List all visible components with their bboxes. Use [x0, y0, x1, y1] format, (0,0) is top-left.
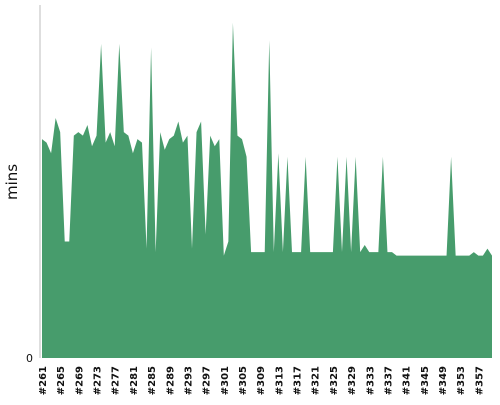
x-tick-label: #277	[111, 366, 122, 395]
x-tick-label: #261	[38, 366, 49, 395]
x-tick-label: #269	[74, 366, 85, 395]
x-tick-label: #285	[147, 366, 158, 395]
x-axis-ticks: #261 #265 #269 #273 #277 #281 #285 #289 #293 #297…	[38, 366, 485, 395]
x-tick-label: #329	[347, 366, 358, 395]
x-tick-label: #265	[56, 366, 67, 395]
x-tick-label: #353	[456, 366, 467, 395]
x-tick-label: #305	[238, 366, 249, 395]
x-tick-label: #281	[129, 366, 140, 395]
x-tick-label: #301	[220, 366, 231, 395]
x-tick-label: #293	[183, 366, 194, 395]
x-tick-label: #337	[383, 366, 394, 395]
x-tick-label: #297	[202, 366, 213, 395]
x-tick-label: #317	[293, 366, 304, 395]
y-axis-label: mins	[3, 164, 21, 200]
x-tick-label: #345	[420, 366, 431, 395]
x-tick-label: #341	[402, 366, 413, 395]
x-tick-label: #273	[93, 366, 104, 395]
y-tick-label-0: 0	[26, 352, 33, 365]
area-series	[42, 22, 492, 359]
x-tick-label: #289	[165, 366, 176, 395]
x-tick-label: #321	[311, 366, 322, 395]
x-tick-label: #349	[438, 366, 449, 395]
x-tick-label: #313	[274, 366, 285, 395]
x-tick-label: #357	[474, 366, 485, 395]
x-tick-label: #325	[329, 366, 340, 395]
x-tick-label: #333	[365, 366, 376, 395]
x-tick-label: #309	[256, 366, 267, 395]
plot-area	[42, 22, 492, 359]
